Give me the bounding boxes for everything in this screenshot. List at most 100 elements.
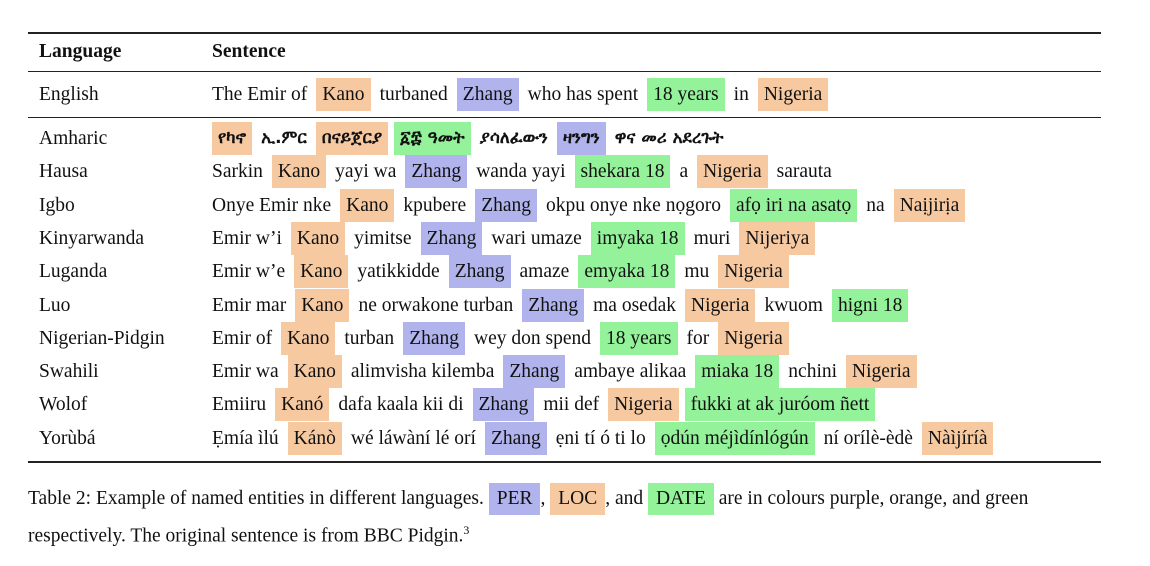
entity-per: Zhang <box>456 78 519 111</box>
header-sentence: Sentence <box>212 41 286 62</box>
entity-per: Zhang <box>448 255 511 289</box>
sentence-text: amaze <box>519 261 570 283</box>
entity-loc: የካኖ <box>212 122 253 155</box>
entity-date: ፩፰ ዓመት <box>394 122 471 155</box>
entity-loc: Kano <box>295 288 350 322</box>
sentence-text: nchini <box>788 361 838 383</box>
entity-date: imyaka 18 <box>590 221 685 255</box>
sentence-text: wanda yayi <box>476 161 566 183</box>
entity-per: Zhang <box>403 321 466 355</box>
sentence-cell: Emir of Kano turban Zhang wey don spend 18 ye… <box>212 321 792 355</box>
sentence-text: ኢ.ምር <box>261 128 307 148</box>
sentence-text: okpu onye nke nọgoro <box>546 194 721 216</box>
bottom-rule <box>28 461 1101 463</box>
sentence-text: Emir of <box>212 327 273 349</box>
sentence-text: The Emir of <box>212 84 308 105</box>
sentence-text: kpubere <box>403 194 467 216</box>
sentence-text: wey don spend <box>474 327 591 349</box>
top-rule <box>28 32 1101 34</box>
header-language: Language <box>39 41 122 62</box>
sentence-text: kwuom <box>764 294 823 316</box>
sentence-cell: Emiiru Kanó dafa kaala kii di Zhang mii def N… <box>212 388 878 422</box>
entity-per: Zhang <box>522 288 585 322</box>
sentence-text: Emir w’i <box>212 227 282 249</box>
entity-loc: Kánò <box>287 421 342 455</box>
entity-date: emyaka 18 <box>578 255 676 289</box>
entity-loc: Kano <box>340 188 395 222</box>
sentence-text: ní orílè-èdè <box>823 427 913 449</box>
caption-per-tag: PER <box>488 483 541 515</box>
language-cell: Yorùbá <box>39 427 96 449</box>
caption-footnote-mark: 3 <box>463 523 470 537</box>
entity-loc: Kano <box>316 78 371 111</box>
sentence-text: ambaye alikaa <box>574 361 687 383</box>
language-cell: Hausa <box>39 161 88 183</box>
sentence-cell: Emir wa Kano alimvisha kilemba Zhang ambaye … <box>212 355 920 389</box>
sentence-text: Onye Emir nke <box>212 194 332 216</box>
entity-loc: Nigeria <box>846 355 917 389</box>
sentence-cell: Ẹmía ìlú Kánò wé láwàní lé orí Zhang ẹni tí … <box>212 421 996 455</box>
sentence-cell: Emir w’e Kano yatikkidde Zhang amaze emyaka 1… <box>212 255 792 289</box>
caption-and: , and <box>605 488 644 509</box>
sentence-text: ma osedak <box>593 294 676 316</box>
caption-date-tag: DATE <box>648 483 714 515</box>
language-cell: Wolof <box>39 394 88 416</box>
sentence-cell: Emir mar Kano ne orwakone turban Zhang ma os… <box>212 288 911 322</box>
sentence-cell: የካኖ ኢ.ምር በናይጀርያ ፩፰ ዓመት ያሳለፈውን ዛንግን ዋና መሪ አደረጉት <box>212 122 729 155</box>
sentence-cell: Sarkin Kano yayi wa Zhang wanda yayi shekara … <box>212 155 838 189</box>
sentence-text: na <box>866 194 885 216</box>
language-cell: Nigerian-Pidgin <box>39 327 165 349</box>
entity-loc: Nijeriya <box>739 221 816 255</box>
entity-date: shekara 18 <box>574 155 671 189</box>
entity-date: ọdún méjìdínlógún <box>654 421 815 455</box>
sentence-text: Emir mar <box>212 294 287 316</box>
sentence-text: alimvisha kilemba <box>350 361 495 383</box>
sentence-cell: The Emir of Kano turbaned Zhang who has spen… <box>212 78 831 111</box>
sentence-text: muri <box>693 227 731 249</box>
caption-loc-tag: LOC <box>550 483 606 515</box>
source-rule <box>28 117 1101 118</box>
entity-loc: Kano <box>287 355 342 389</box>
entity-per: Zhang <box>475 188 538 222</box>
sentence-text: turbaned <box>379 84 448 105</box>
entity-loc: Kano <box>271 155 327 189</box>
entity-per: Zhang <box>484 421 547 455</box>
caption-prefix: Table 2: Example of named entities in di… <box>28 488 484 509</box>
header-rule <box>28 71 1101 72</box>
entity-loc: Nigeria <box>608 388 679 422</box>
language-cell: Kinyarwanda <box>39 227 145 249</box>
entity-loc: Nigeria <box>718 255 789 289</box>
entity-per: ዛንግን <box>556 122 606 155</box>
language-cell: Swahili <box>39 361 99 383</box>
caption-suffix: are in colours purple, orange, and green… <box>28 488 1029 547</box>
sentence-text: mii def <box>543 394 600 416</box>
entity-loc: Nigeria <box>697 155 768 189</box>
entity-loc: Kano <box>290 221 346 255</box>
entity-date: 18 years <box>647 78 725 111</box>
entity-loc: Naịjirịa <box>893 188 966 222</box>
sentence-text: Emiiru <box>212 394 267 416</box>
entity-date: miaka 18 <box>695 355 780 389</box>
table-caption: Table 2: Example of named entities in di… <box>28 483 1128 552</box>
entity-loc: Kano <box>281 321 336 355</box>
entity-loc: Nigeria <box>718 321 789 355</box>
sentence-text: Ẹmía ìlú <box>212 427 279 449</box>
sentence-text: Emir wa <box>212 361 279 383</box>
entity-per: Zhang <box>420 221 483 255</box>
sentence-text: yayi wa <box>335 161 397 183</box>
sentence-text: ያሳለፈውን <box>479 128 548 148</box>
entity-loc: Kanó <box>275 388 330 422</box>
sentence-text: turban <box>344 327 395 349</box>
sentence-text: for <box>686 327 710 349</box>
language-cell: English <box>39 84 99 105</box>
sentence-text: dafa kaala kii di <box>338 394 464 416</box>
entity-loc: Nigeria <box>684 288 756 322</box>
sentence-text: wé láwàní lé orí <box>350 427 476 449</box>
entity-per: Zhang <box>472 388 535 422</box>
sentence-text: ዋና መሪ አደረጉት <box>614 128 724 148</box>
entity-loc: በናይጀርያ <box>315 122 389 155</box>
sentence-text: ẹni tí ó ti lo <box>555 427 646 449</box>
sentence-text: who has spent <box>527 84 639 105</box>
entity-per: Zhang <box>503 355 566 389</box>
sentence-text: mu <box>684 261 710 283</box>
